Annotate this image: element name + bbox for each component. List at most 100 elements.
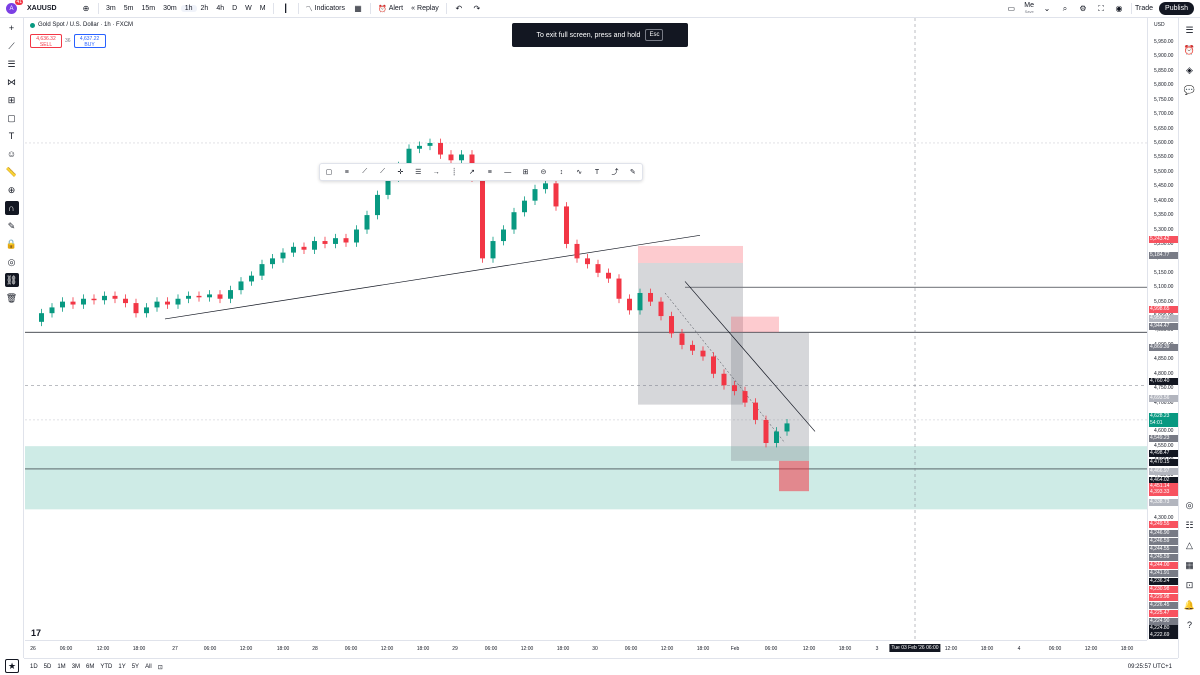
- range-all[interactable]: All: [145, 664, 152, 670]
- help-icon[interactable]: ?: [1183, 618, 1197, 632]
- price-chart[interactable]: [25, 18, 1147, 640]
- range-1y[interactable]: 1Y: [118, 664, 125, 670]
- watchlist-icon[interactable]: ☰: [1183, 23, 1197, 37]
- pattern-icon[interactable]: ⋈: [5, 75, 19, 89]
- range-1m[interactable]: 1M: [57, 664, 65, 670]
- interval-4h[interactable]: 4h: [212, 5, 228, 12]
- fib-icon[interactable]: ☰: [413, 167, 423, 177]
- emoji-icon[interactable]: ☺: [5, 147, 19, 161]
- ruler-icon[interactable]: 📏: [5, 165, 19, 179]
- chart-pane[interactable]: [25, 18, 1147, 640]
- price-tick-label: 4,600.00: [1154, 428, 1173, 434]
- publish-button[interactable]: Publish: [1159, 2, 1194, 15]
- fullscreen-icon[interactable]: ⛶: [1095, 3, 1107, 15]
- price-axis[interactable]: USD 5,950.00 5,900.00 5,850.00 5,800.00 5,75…: [1147, 18, 1178, 640]
- replay-button[interactable]: « Replay: [407, 5, 443, 12]
- link-icon[interactable]: ⛓: [5, 273, 19, 287]
- date-range-icon[interactable]: ⊝: [538, 167, 548, 177]
- forecast-icon[interactable]: ⊞: [5, 93, 19, 107]
- rectangle-icon[interactable]: ▢: [324, 167, 334, 177]
- currency-label[interactable]: USD: [1154, 22, 1165, 28]
- cross-line-icon[interactable]: ✛: [395, 167, 405, 177]
- ideas-icon[interactable]: △: [1183, 538, 1197, 552]
- parallel-channel-icon[interactable]: ≡: [485, 167, 495, 177]
- wave-icon[interactable]: ∿: [574, 167, 584, 177]
- alert-button[interactable]: ⏰ Alert: [374, 5, 407, 13]
- layout-name-button[interactable]: Me Save: [1020, 3, 1038, 15]
- vertical-line-icon[interactable]: ┊: [449, 167, 459, 177]
- pitchfork-icon[interactable]: ≡: [342, 167, 352, 177]
- layout-select-icon[interactable]: ▭: [1005, 3, 1017, 15]
- interval-w[interactable]: W: [241, 5, 256, 12]
- pine-icon[interactable]: ⊡: [1183, 578, 1197, 592]
- text-tool-icon[interactable]: T: [592, 167, 602, 177]
- range-5d[interactable]: 5D: [44, 664, 52, 670]
- screener-icon[interactable]: ☷: [1183, 518, 1197, 532]
- camera-icon[interactable]: ◉: [1113, 3, 1125, 15]
- arrow-icon[interactable]: ↗: [467, 167, 477, 177]
- interval-5m[interactable]: 5m: [120, 5, 138, 12]
- buy-button[interactable]: 4,637.22 BUY: [74, 34, 106, 48]
- interval-15m[interactable]: 15m: [137, 5, 159, 12]
- text-icon[interactable]: T: [5, 129, 19, 143]
- interval-m[interactable]: M: [256, 5, 270, 12]
- goto-date-icon[interactable]: ⊡: [158, 664, 163, 671]
- redo-icon[interactable]: ↷: [471, 3, 483, 15]
- lock-icon[interactable]: 🔒: [5, 237, 19, 251]
- compare-symbol-icon[interactable]: ⊕: [80, 3, 92, 15]
- price-tick-label: 4,750.00: [1154, 385, 1173, 391]
- settings-icon[interactable]: ⚙: [1077, 3, 1089, 15]
- interval-30m[interactable]: 30m: [159, 5, 181, 12]
- interval-d[interactable]: D: [228, 5, 241, 12]
- shapes-icon[interactable]: ▢: [5, 111, 19, 125]
- ray-icon[interactable]: ⟋: [360, 167, 370, 177]
- candle-body: [785, 423, 790, 431]
- quick-search-icon[interactable]: ⌕: [1059, 3, 1071, 15]
- esc-key: Esc: [645, 29, 663, 41]
- layouts-icon[interactable]: ▦: [352, 3, 364, 15]
- alerts-icon[interactable]: ⏰: [1183, 43, 1197, 57]
- horizontal-ray-icon[interactable]: →: [431, 167, 441, 177]
- undo-icon[interactable]: ↶: [453, 3, 465, 15]
- horizontal-line-icon[interactable]: —: [503, 167, 513, 177]
- price-label-icon[interactable]: ↕: [556, 167, 566, 177]
- extended-line-icon[interactable]: ⟋: [378, 167, 388, 177]
- interval-2h[interactable]: 2h: [197, 5, 213, 12]
- magnet-icon[interactable]: ∩: [5, 201, 19, 215]
- sell-button[interactable]: 4,636.32 SELL: [30, 34, 62, 48]
- interval-3m[interactable]: 3m: [102, 5, 120, 12]
- candle-type-icon[interactable]: ┃: [280, 3, 292, 15]
- candle-body: [438, 143, 443, 155]
- trade-button[interactable]: Trade: [1135, 5, 1153, 12]
- range-5y[interactable]: 5Y: [132, 664, 139, 670]
- price-tick-label: 5,650.00: [1154, 126, 1173, 132]
- time-axis[interactable]: 26 06:00 12:00 18:00 27 06:00 12:00 18:00 28 06:0…: [25, 640, 1147, 658]
- range-3m[interactable]: 3M: [72, 664, 80, 670]
- fib-retracement-icon[interactable]: ☰: [5, 57, 19, 71]
- range-6m[interactable]: 6M: [86, 664, 94, 670]
- price-tag: 4,225.47: [1149, 610, 1178, 617]
- range-1d[interactable]: 1D: [30, 664, 38, 670]
- curve-icon[interactable]: ⤴: [610, 167, 620, 177]
- trend-line-icon[interactable]: ⟋: [5, 39, 19, 53]
- utc-clock[interactable]: 09:25:57 UTC+1: [1128, 664, 1172, 670]
- range-ytd[interactable]: YTD: [100, 664, 112, 670]
- layers-icon[interactable]: ◈: [1183, 63, 1197, 77]
- user-avatar[interactable]: A 41: [6, 3, 17, 14]
- interval-1h[interactable]: 1h: [181, 5, 197, 12]
- long-position-icon[interactable]: ⊞: [521, 167, 531, 177]
- trash-icon[interactable]: 🗑: [5, 291, 19, 305]
- indicators-button[interactable]: 〽 Indicators: [302, 4, 349, 14]
- star-icon[interactable]: ★: [5, 659, 19, 673]
- crosshair-icon[interactable]: +: [5, 21, 19, 35]
- brush-icon[interactable]: ✎: [628, 167, 638, 177]
- chevron-down-icon[interactable]: ⌄: [1041, 3, 1053, 15]
- target-icon[interactable]: ◎: [1183, 498, 1197, 512]
- chat-icon[interactable]: 💬: [1183, 83, 1197, 97]
- notifications-icon[interactable]: 🔔: [1183, 598, 1197, 612]
- zoom-in-icon[interactable]: ⊕: [5, 183, 19, 197]
- eye-icon[interactable]: ◎: [5, 255, 19, 269]
- calendar-icon[interactable]: ▦: [1183, 558, 1197, 572]
- lock-drawing-icon[interactable]: ✎: [5, 219, 19, 233]
- symbol-search[interactable]: XAUUSD: [27, 5, 77, 12]
